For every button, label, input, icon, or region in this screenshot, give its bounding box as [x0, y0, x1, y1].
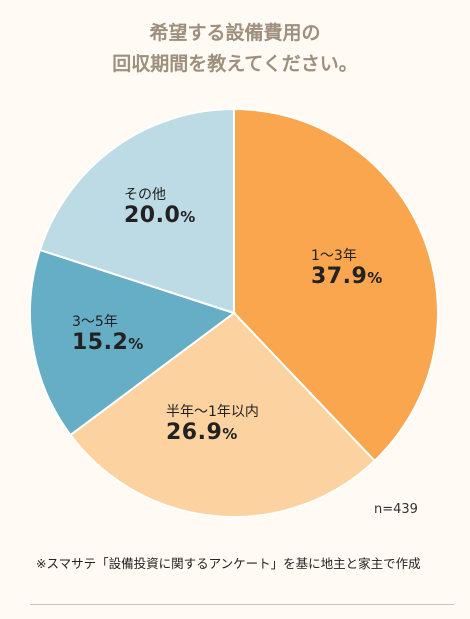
slice-other [38, 107, 235, 315]
chart-title: 希望する設備費用の 回収期間を教えてください。 [0, 18, 470, 80]
slice-value: 20.0% [124, 203, 196, 228]
bottom-divider [30, 604, 454, 605]
chart-title-line-2: 回収期間を教えてください。 [112, 53, 358, 75]
slice-label-half-to-1-year: 半年～1年以内 26.9% [166, 405, 259, 444]
slice-value: 15.2% [72, 330, 144, 355]
slice-name: その他 [124, 187, 166, 203]
slice-1-3-years [233, 107, 439, 463]
slice-value: 37.9% [311, 264, 383, 289]
slice-half-to-1-year [69, 311, 376, 518]
slice-name: 半年～1年以内 [166, 404, 259, 420]
slice-name: 1～3年 [311, 248, 357, 264]
chart-title-line-1: 希望する設備費用の [149, 22, 321, 44]
sample-size: n=439 [374, 502, 418, 517]
slice-label-other: その他 20.0% [124, 188, 196, 227]
slice-3-5-years [29, 248, 237, 437]
slice-label-1-3-years: 1～3年 37.9% [311, 249, 383, 288]
slice-value: 26.9% [166, 420, 238, 445]
footnote: ※スマサテ「設備投資に関するアンケート」を基に地主と家主で作成 [36, 556, 421, 571]
slice-label-3-5-years: 3～5年 15.2% [72, 315, 144, 354]
slice-name: 3～5年 [72, 314, 118, 330]
